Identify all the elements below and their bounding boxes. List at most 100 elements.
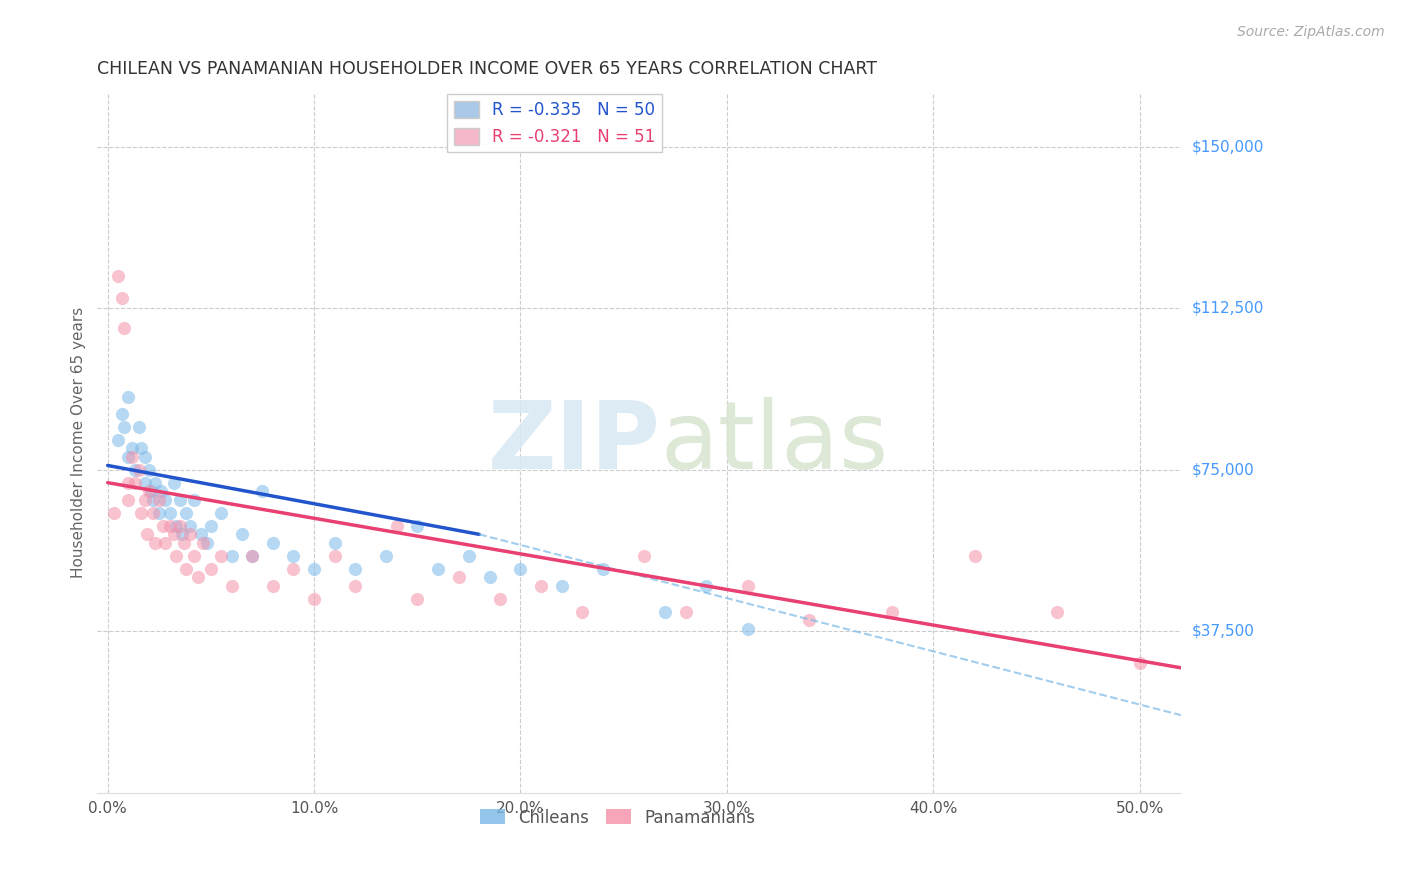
Point [128, 419, 150, 434]
Point [134, 475, 156, 490]
Point [302, 591, 325, 606]
Point [165, 549, 187, 563]
Point [375, 549, 398, 563]
Point [107, 433, 129, 447]
Point [283, 562, 305, 576]
Point [406, 518, 429, 533]
Point [134, 450, 156, 464]
Point [117, 475, 139, 490]
Point [426, 562, 449, 576]
Point [111, 291, 134, 305]
Point [323, 549, 346, 563]
Point [165, 518, 187, 533]
Point [457, 549, 479, 563]
Point [148, 506, 170, 520]
Point [209, 549, 232, 563]
Point [344, 562, 367, 576]
Point [117, 492, 139, 507]
Point [129, 506, 152, 520]
Point [129, 442, 152, 456]
Point [571, 605, 593, 619]
Point [187, 570, 209, 584]
Point [183, 549, 205, 563]
Point [195, 536, 218, 550]
Point [163, 527, 186, 541]
Point [344, 579, 367, 593]
Point [163, 475, 186, 490]
Point [152, 518, 174, 533]
Point [262, 579, 284, 593]
Text: ZIP: ZIP [488, 397, 661, 489]
Point [478, 570, 501, 584]
Point [112, 419, 135, 434]
Point [489, 591, 512, 606]
Point [173, 536, 195, 550]
Point [240, 549, 263, 563]
Point [737, 622, 759, 636]
Text: $37,500: $37,500 [1192, 624, 1256, 639]
Point [150, 484, 173, 499]
Point [509, 562, 531, 576]
Point [221, 579, 243, 593]
Point [221, 549, 243, 563]
Text: $112,500: $112,500 [1192, 301, 1264, 316]
Legend: Chileans, Panamanians: Chileans, Panamanians [474, 802, 762, 833]
Point [138, 484, 160, 499]
Point [447, 570, 470, 584]
Point [142, 492, 165, 507]
Point [737, 579, 759, 593]
Point [159, 506, 181, 520]
Point [323, 536, 346, 550]
Point [190, 527, 212, 541]
Point [155, 536, 177, 550]
Point [1129, 657, 1152, 671]
Point [159, 518, 181, 533]
Text: CHILEAN VS PANAMANIAN HOUSEHOLDER INCOME OVER 65 YEARS CORRELATION CHART: CHILEAN VS PANAMANIAN HOUSEHOLDER INCOME… [97, 60, 877, 78]
Point [117, 450, 139, 464]
Point [183, 492, 205, 507]
Text: $75,000: $75,000 [1192, 462, 1254, 477]
Point [880, 605, 903, 619]
Point [124, 463, 146, 477]
Text: atlas: atlas [661, 397, 889, 489]
Point [174, 562, 197, 576]
Text: Source: ZipAtlas.com: Source: ZipAtlas.com [1237, 25, 1385, 39]
Point [121, 442, 143, 456]
Point [128, 463, 150, 477]
Point [530, 579, 553, 593]
Point [252, 484, 274, 499]
Point [551, 579, 574, 593]
Point [240, 549, 263, 563]
Point [112, 320, 135, 334]
Point [142, 506, 165, 520]
Point [1046, 605, 1069, 619]
Point [169, 518, 191, 533]
Point [139, 484, 162, 499]
Point [179, 527, 201, 541]
Point [200, 562, 222, 576]
Point [174, 506, 197, 520]
Point [117, 390, 139, 404]
Text: $150,000: $150,000 [1192, 139, 1264, 154]
Point [385, 518, 408, 533]
Point [654, 605, 676, 619]
Point [169, 492, 191, 507]
Point [143, 475, 166, 490]
Point [231, 527, 253, 541]
Point [592, 562, 614, 576]
Point [695, 579, 717, 593]
Point [799, 614, 821, 628]
Point [191, 536, 214, 550]
Point [155, 492, 177, 507]
Y-axis label: Householder Income Over 65 years: Householder Income Over 65 years [72, 307, 86, 579]
Point [124, 475, 146, 490]
Point [134, 492, 156, 507]
Point [135, 527, 157, 541]
Point [148, 492, 170, 507]
Point [103, 506, 125, 520]
Point [633, 549, 655, 563]
Point [200, 518, 222, 533]
Point [179, 518, 201, 533]
Point [143, 536, 166, 550]
Point [675, 605, 697, 619]
